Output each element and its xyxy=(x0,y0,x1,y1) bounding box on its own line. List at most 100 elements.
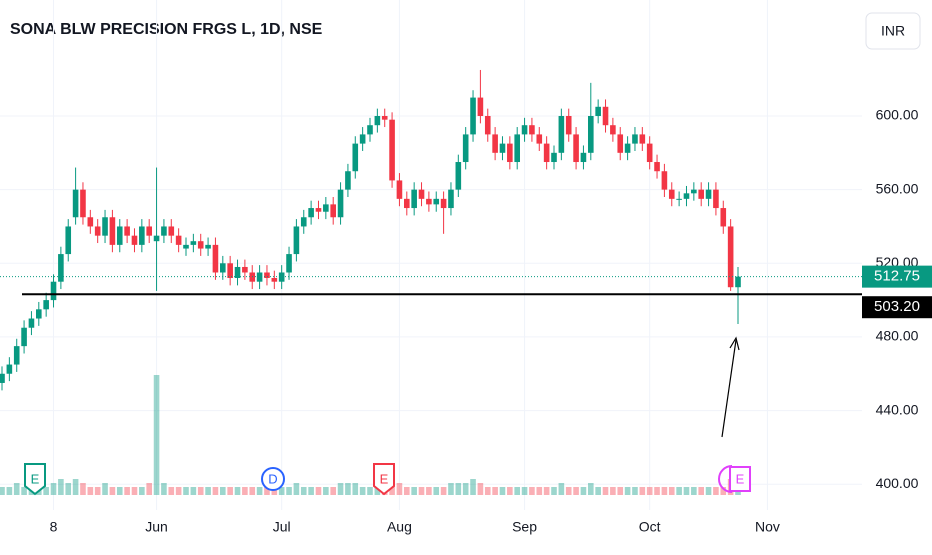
volume-bar xyxy=(646,487,653,495)
volume-bar xyxy=(433,487,440,495)
volume-bar xyxy=(242,487,248,495)
volume-bar xyxy=(21,487,27,495)
candle-body xyxy=(256,272,263,282)
candle-body xyxy=(668,189,675,199)
volume-bar xyxy=(146,483,152,495)
volume-bar xyxy=(256,487,263,495)
candle-body xyxy=(720,208,727,227)
currency-label: INR xyxy=(881,23,905,39)
volume-bar xyxy=(264,487,270,495)
candle-body xyxy=(323,204,329,212)
candle-body xyxy=(87,217,94,227)
volume-bar xyxy=(337,483,344,495)
candle-body xyxy=(646,143,653,163)
y-tick-label: 440.00 xyxy=(876,401,919,417)
volume-bar xyxy=(109,487,116,495)
volume-bar xyxy=(234,487,241,495)
volume-bar xyxy=(116,487,123,495)
volume-bar xyxy=(588,483,594,495)
volume-bar xyxy=(124,487,130,495)
candle-body xyxy=(551,152,557,163)
candle-body xyxy=(58,254,64,282)
y-tick-label: 560.00 xyxy=(876,180,919,196)
volume-bar xyxy=(183,487,189,495)
event-label: D xyxy=(268,471,277,486)
candle-body xyxy=(109,217,116,245)
volume-bar xyxy=(484,487,491,495)
candle-body xyxy=(13,346,20,365)
event-label: E xyxy=(31,471,40,486)
volume-bar xyxy=(43,487,49,495)
currency-button[interactable] xyxy=(865,12,921,50)
volume-bar xyxy=(536,487,543,495)
candle-body xyxy=(396,180,403,199)
volume-bar xyxy=(683,487,690,495)
candle-body xyxy=(374,115,381,126)
candle-body xyxy=(470,97,476,135)
volume-bar xyxy=(661,487,668,495)
volume-bar xyxy=(676,487,682,495)
candle-body xyxy=(705,189,712,199)
volume-bar xyxy=(595,487,601,495)
volume-bar xyxy=(558,483,565,495)
candle-body xyxy=(543,143,550,163)
candle-body xyxy=(345,171,351,190)
candle-body xyxy=(389,119,395,181)
volume-bar xyxy=(470,479,476,495)
volume-bar xyxy=(286,487,292,495)
volume-bar xyxy=(529,487,535,495)
volume-bar xyxy=(153,375,160,495)
candle-body xyxy=(529,125,535,135)
candle-body xyxy=(521,125,528,135)
volume-bar xyxy=(507,487,513,495)
volume-bar xyxy=(632,487,638,495)
candle-body xyxy=(565,115,572,135)
volume-bar xyxy=(345,483,351,495)
candle-body xyxy=(161,226,167,236)
volume-bar xyxy=(300,487,307,495)
candle-body xyxy=(507,143,513,163)
volume-bar xyxy=(713,487,719,495)
candle-body xyxy=(315,208,322,212)
event-marker xyxy=(373,463,395,496)
candle-body xyxy=(146,226,152,236)
candle-body xyxy=(124,226,130,236)
candle-body xyxy=(205,244,211,249)
candle-body xyxy=(602,106,609,126)
chart-title: SONA BLW PRECISION FRGS L, 1D, NSE xyxy=(10,21,323,38)
candle-body xyxy=(330,204,336,218)
volume-bar xyxy=(13,483,20,495)
annotation-arrow xyxy=(721,339,737,438)
volume-bar xyxy=(271,487,278,495)
volume-bar xyxy=(175,487,182,495)
volume-bar xyxy=(426,487,432,495)
candle-body xyxy=(676,198,682,200)
candle-body xyxy=(639,134,646,144)
event-label: E xyxy=(736,471,745,486)
candle-body xyxy=(404,198,410,209)
candle-body xyxy=(80,189,86,218)
volume-bar xyxy=(617,487,624,495)
candle-body xyxy=(352,143,359,172)
candle-body xyxy=(514,134,520,163)
y-tick-label: 600.00 xyxy=(876,107,919,123)
candle-body xyxy=(448,189,454,209)
volume-bar xyxy=(521,487,528,495)
event-label: E xyxy=(380,471,389,486)
volume-bar xyxy=(698,487,704,495)
event-marker xyxy=(729,466,751,492)
x-tick-label: Oct xyxy=(639,519,661,535)
candle-body xyxy=(588,115,594,153)
volume-bar xyxy=(352,483,359,495)
volume-bar xyxy=(6,487,13,495)
volume-bar xyxy=(580,487,587,495)
volume-bar xyxy=(72,479,79,495)
candle-body xyxy=(595,106,601,116)
candle-body xyxy=(499,143,506,153)
candle-body xyxy=(713,189,719,209)
candle-body xyxy=(102,217,108,236)
volume-bar xyxy=(624,487,631,495)
volume-bar xyxy=(720,487,727,495)
candle-body xyxy=(220,263,226,273)
